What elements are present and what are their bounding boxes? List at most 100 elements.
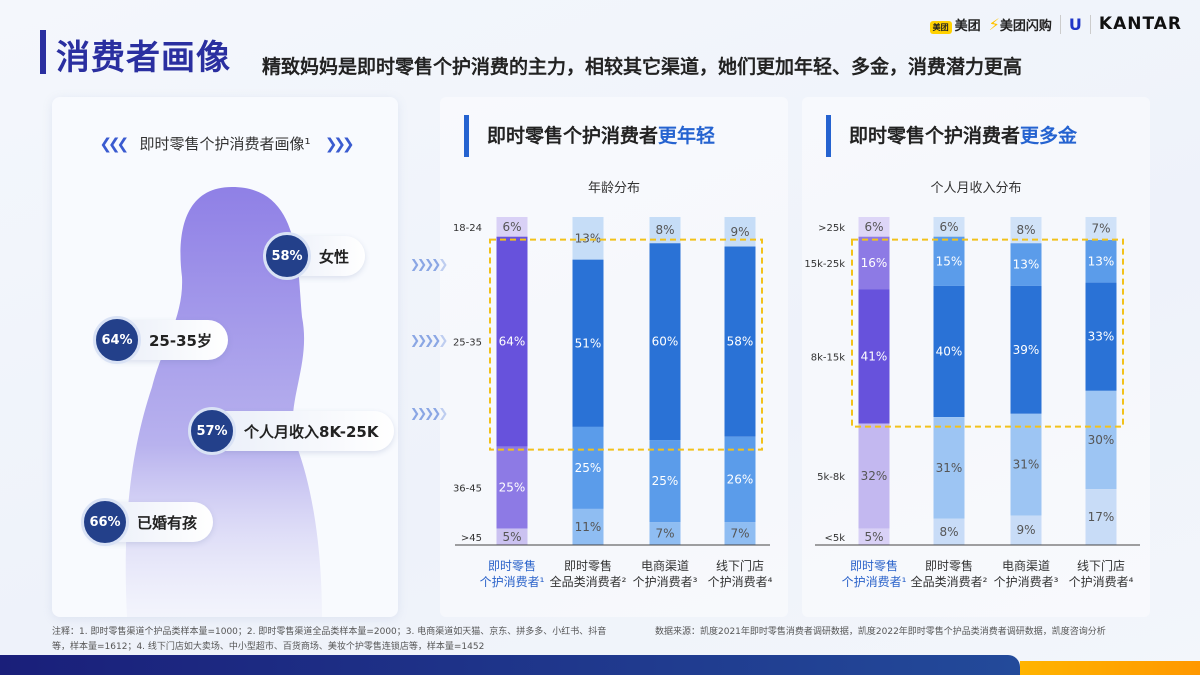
shangou-logo: ⚡美团闪购 xyxy=(988,14,1052,34)
bar-segment xyxy=(724,246,756,437)
badge-income: 57% 个人月收入8K-25K xyxy=(188,407,395,455)
bar-segment xyxy=(724,522,756,545)
data-label: 13% xyxy=(575,231,602,245)
data-label: 32% xyxy=(861,469,888,483)
y-category-label: 25-35 xyxy=(453,338,482,349)
bar-segment xyxy=(1010,413,1042,516)
bar-segment xyxy=(1010,243,1042,286)
data-label: 9% xyxy=(730,225,749,239)
bar-segment xyxy=(1010,285,1042,414)
unilever-logo: U xyxy=(1059,14,1091,34)
arrows-icon: ❯❯❯❯❯ xyxy=(410,257,448,271)
data-label: 33% xyxy=(1088,330,1115,344)
bar-segment xyxy=(858,217,890,237)
bar-segment xyxy=(572,259,604,427)
portrait-title: ❮❮❮ 即时零售个护消费者画像¹ ❯❯❯ xyxy=(99,135,355,153)
data-label: 31% xyxy=(1013,458,1040,472)
x-tick-label: 全品类消费者² xyxy=(550,574,627,589)
data-label: 41% xyxy=(861,349,888,363)
data-label: 8% xyxy=(939,525,958,539)
bar-segment xyxy=(858,236,890,290)
income-chart-title: 个人月收入分布 xyxy=(930,181,1022,196)
y-category-label: 18-24 xyxy=(453,223,482,234)
x-tick-label: 线下门店 xyxy=(1077,558,1125,573)
bar-segment xyxy=(649,522,681,545)
bar-segment xyxy=(496,528,528,545)
data-label: 51% xyxy=(575,336,602,350)
bottom-bar xyxy=(0,655,1020,675)
bar-segment xyxy=(1085,217,1117,240)
x-tick-label: 个护消费者⁴ xyxy=(708,575,773,589)
badge-married: 66% 已婚有孩 xyxy=(81,498,214,546)
data-label: 7% xyxy=(730,527,749,541)
arrows-icon: ❯❯❯❯❯ xyxy=(410,333,448,347)
age-panel-heading: 即时零售个护消费者更年轻 xyxy=(464,115,715,157)
bar-segment xyxy=(858,289,890,424)
arrows-icon: ❯❯❯❯❯ xyxy=(410,406,448,420)
bar-segment xyxy=(572,508,604,545)
data-label: 6% xyxy=(939,220,958,234)
page-title: 消费者画像 xyxy=(56,38,231,78)
data-label: 25% xyxy=(652,474,679,488)
x-tick-label: 即时零售 xyxy=(925,558,973,573)
data-label: 60% xyxy=(652,335,679,349)
x-tick-label: 电商渠道 xyxy=(1002,558,1050,573)
x-tick-label: 个护消费者³ xyxy=(994,575,1059,589)
data-label: 40% xyxy=(936,344,963,358)
data-label: 8% xyxy=(1016,223,1035,237)
bar-segment xyxy=(724,217,756,247)
data-label: 31% xyxy=(936,461,963,475)
bar-segment xyxy=(649,243,681,441)
logo-bar: 美团 美团 ⚡美团闪购 U KANTAR xyxy=(929,14,1182,34)
chevrons-right-icon: ❯❯❯ xyxy=(324,135,355,153)
lightning-icon: ⚡ xyxy=(988,14,1000,34)
x-tick-label: 个护消费者¹ xyxy=(842,575,907,589)
data-label: 6% xyxy=(864,220,883,234)
bar-segment xyxy=(649,440,681,523)
bar-segment xyxy=(933,217,965,237)
bar-segment xyxy=(1010,515,1042,545)
y-category-label: 15k-25k xyxy=(804,259,845,270)
badge-female: 58% 女性 xyxy=(263,232,366,280)
x-tick-label: 全品类消费者² xyxy=(911,574,988,589)
data-label: 39% xyxy=(1013,343,1040,357)
page-subtitle: 精致妈妈是即时零售个护消费的主力，相较其它渠道，她们更加年轻、多金，消费潜力更高 xyxy=(262,56,1023,78)
y-category-label: 36-45 xyxy=(453,484,482,495)
data-label: 13% xyxy=(1088,254,1115,268)
bar-segment xyxy=(572,217,604,260)
bar-segment xyxy=(1085,239,1117,283)
bar-segment xyxy=(496,236,528,447)
x-tick-label: 个护消费者⁴ xyxy=(1069,575,1134,589)
x-tick-label: 即时零售 xyxy=(564,558,612,573)
x-tick-label: 个护消费者³ xyxy=(633,575,698,589)
data-label: 25% xyxy=(499,481,526,495)
data-label: 58% xyxy=(727,335,754,349)
y-category-label: 5k-8k xyxy=(817,472,845,483)
y-category-label: >25k xyxy=(818,223,845,234)
bar-segment xyxy=(496,217,528,237)
portrait-card: ❮❮❮ 即时零售个护消费者画像¹ ❯❯❯ 58% 女性 64% 25-35岁 57%… xyxy=(52,97,398,617)
y-category-label: >45 xyxy=(461,533,482,544)
data-label: 8% xyxy=(655,223,674,237)
highlight-box xyxy=(851,238,1124,428)
bar-segment xyxy=(1085,390,1117,490)
badge-age: 64% 25-35岁 xyxy=(93,316,228,364)
x-tick-label: 线下门店 xyxy=(716,558,764,573)
data-label: 7% xyxy=(1091,221,1110,235)
title-accent-bar xyxy=(40,30,46,74)
data-label: 64% xyxy=(499,335,526,349)
data-label: 15% xyxy=(936,254,963,268)
bar-segment xyxy=(858,528,890,545)
bar-segment xyxy=(496,446,528,529)
bar-segment xyxy=(933,518,965,545)
x-tick-label: 电商渠道 xyxy=(641,558,689,573)
y-category-label: <5k xyxy=(824,533,845,544)
data-label: 30% xyxy=(1088,433,1115,447)
data-label: 25% xyxy=(575,461,602,475)
data-source: 数据来源：凯度2021年即时零售消费者调研数据，凯度2022年即时零售个护品类消… xyxy=(655,627,1106,637)
data-label: 7% xyxy=(655,527,674,541)
data-label: 17% xyxy=(1088,510,1115,524)
data-label: 5% xyxy=(864,530,883,544)
income-panel-heading: 即时零售个护消费者更多金 xyxy=(826,115,1077,157)
